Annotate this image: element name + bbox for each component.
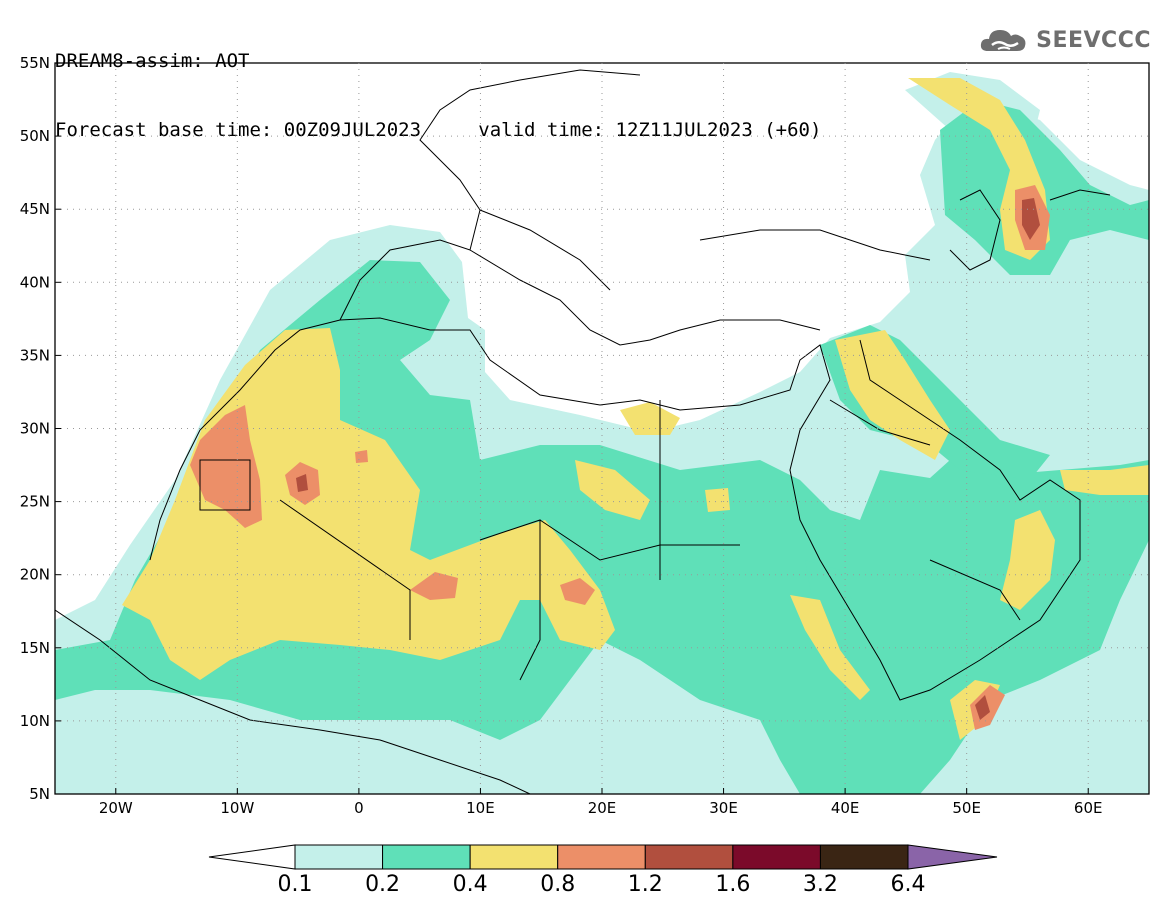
colorbar-segment <box>382 844 471 870</box>
colorbar: 0.1 0.2 0.4 0.8 1.2 1.6 3.2 6.4 <box>208 844 998 897</box>
lat-tick-label: 35N <box>20 346 50 364</box>
colorbar-label: 0.1 <box>278 872 313 897</box>
colorbar-segment <box>732 844 821 870</box>
lat-tick-label: 50N <box>20 127 50 145</box>
lat-tick-label: 15N <box>20 639 50 657</box>
colorbar-upper-arrow <box>907 844 998 870</box>
lat-tick-label: 20N <box>20 566 50 584</box>
colorbar-segment <box>469 844 559 870</box>
lon-tick-label: 0 <box>354 799 364 817</box>
lon-tick-label: 20E <box>588 799 617 817</box>
colorbar-segment <box>819 844 909 870</box>
lat-tick-label: 55N <box>20 54 50 72</box>
lon-tick-label: 30E <box>709 799 738 817</box>
logo-text: SEEVCCC <box>1036 27 1151 53</box>
colorbar-label: 3.2 <box>803 872 838 897</box>
colorbar-label: 0.8 <box>540 872 575 897</box>
colorbar-label: 6.4 <box>891 872 926 897</box>
colorbar-label: 0.4 <box>453 872 488 897</box>
map-header: DREAM8-assim: AOT Forecast base time: 00… <box>55 4 821 165</box>
colorbar-segment <box>644 844 734 870</box>
time-line: Forecast base time: 00Z09JUL2023 valid t… <box>55 119 821 142</box>
lat-tick-label: 45N <box>20 200 50 218</box>
graticule <box>55 63 1149 794</box>
colorbar-label: 1.6 <box>715 872 750 897</box>
lon-tick-label: 10E <box>466 799 495 817</box>
coastlines <box>55 69 1111 794</box>
lon-tick-label: 40E <box>831 799 860 817</box>
cloud-icon <box>981 30 1026 51</box>
lat-tick-label: 5N <box>29 785 50 803</box>
lon-tick-label: 10W <box>220 799 254 817</box>
lat-tick-label: 30N <box>20 420 50 438</box>
aot-band-1.2 <box>296 198 1040 720</box>
aot-field <box>55 72 1149 794</box>
base-time: Forecast base time: 00Z09JUL2023 <box>55 119 422 141</box>
lat-tick-label: 10N <box>20 712 50 730</box>
colorbar-segment <box>557 844 646 870</box>
colorbar-lower-arrow <box>208 844 296 870</box>
lon-tick-label: 60E <box>1074 799 1103 817</box>
colorbar-segment <box>294 844 384 870</box>
lon-tick-label: 50E <box>952 799 981 817</box>
lat-tick-label: 40N <box>20 273 50 291</box>
colorbar-label: 1.2 <box>628 872 663 897</box>
seevccc-logo: SEEVCCC <box>978 22 1151 58</box>
valid-time: valid time: 12Z11JUL2023 (+60) <box>478 119 822 141</box>
lat-tick-label: 25N <box>20 493 50 511</box>
longitude-labels: 20W 10W 0 10E 20E 30E 40E 50E 60E <box>99 788 1103 817</box>
lon-tick-label: 20W <box>99 799 133 817</box>
model-title: DREAM8-assim: AOT <box>55 50 250 72</box>
colorbar-label: 0.2 <box>365 872 400 897</box>
latitude-labels: 55N 50N 45N 40N 35N 30N 25N 20N 15N 10N 5N <box>20 54 61 803</box>
